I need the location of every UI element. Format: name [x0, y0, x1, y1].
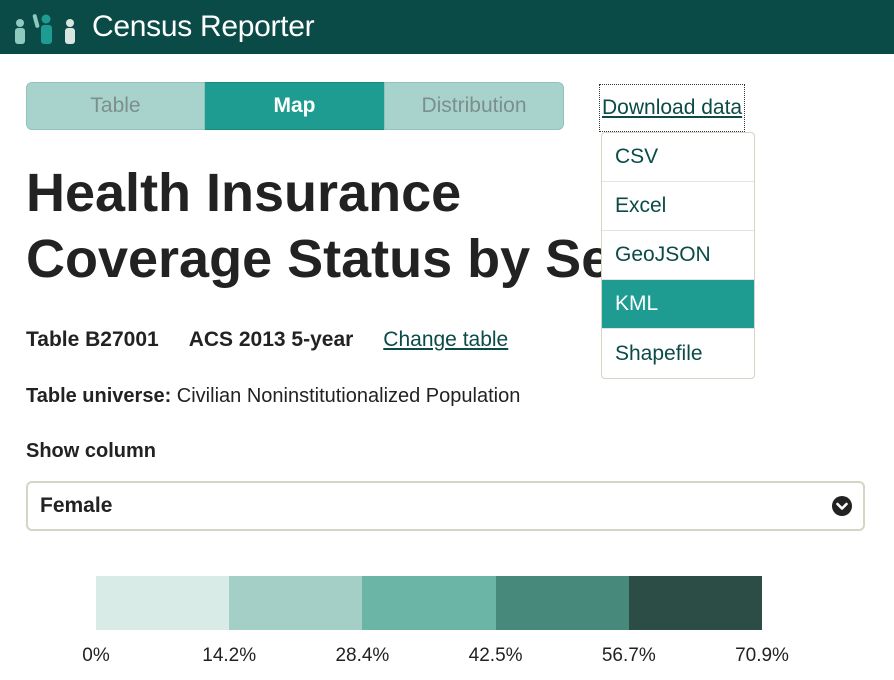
legend-tick-label: 28.4% — [335, 645, 390, 666]
download-option-geojson[interactable]: GeoJSON — [602, 231, 754, 280]
site-title[interactable]: Census Reporter — [92, 10, 315, 43]
show-column-label: Show column — [26, 440, 156, 462]
universe-value: Civilian Noninstitutionalized Population — [176, 385, 521, 407]
legend-swatch — [362, 576, 496, 630]
legend-swatch — [495, 576, 629, 630]
tab-map[interactable]: Map — [205, 82, 384, 130]
chevron-down-icon — [832, 496, 852, 516]
legend-swatch — [229, 576, 363, 630]
change-table-link[interactable]: Change table — [383, 328, 509, 351]
universe-label: Table universe: — [26, 385, 172, 407]
download-option-csv[interactable]: CSV — [602, 133, 754, 182]
tab-table[interactable]: Table — [26, 82, 205, 130]
legend-tick-label: 0% — [82, 645, 110, 666]
download-option-shapefile[interactable]: Shapefile — [615, 341, 703, 365]
download-data-link[interactable]: Download data — [598, 84, 746, 132]
map-legend — [96, 576, 762, 630]
legend-tick-label: 42.5% — [468, 645, 523, 666]
download-dropdown: CSV Excel GeoJSON KML Shapefile — [601, 132, 755, 379]
download-option-excel[interactable]: Excel — [602, 182, 754, 231]
page-title: Health Insurance Coverage Status by Sex … — [26, 163, 642, 300]
legend-tick-label: 70.9% — [735, 645, 789, 666]
top-bar: Census Reporter — [0, 0, 894, 54]
tab-distribution[interactable]: Distribution — [384, 82, 564, 130]
release-label: ACS 2013 5-year — [188, 328, 354, 351]
people-logo-icon[interactable] — [12, 10, 82, 44]
column-select-value: Female — [40, 494, 113, 517]
legend-swatch — [628, 576, 762, 630]
legend-tick-label: 56.7% — [601, 645, 656, 666]
column-select[interactable]: Female — [26, 481, 865, 531]
table-code: Table B27001 — [26, 328, 159, 351]
legend-tick-label: 14.2% — [202, 645, 257, 666]
legend-swatch — [96, 576, 230, 630]
download-option-kml[interactable]: KML — [602, 280, 754, 329]
table-universe: Table universe: Civilian Noninstitutiona… — [26, 385, 520, 408]
